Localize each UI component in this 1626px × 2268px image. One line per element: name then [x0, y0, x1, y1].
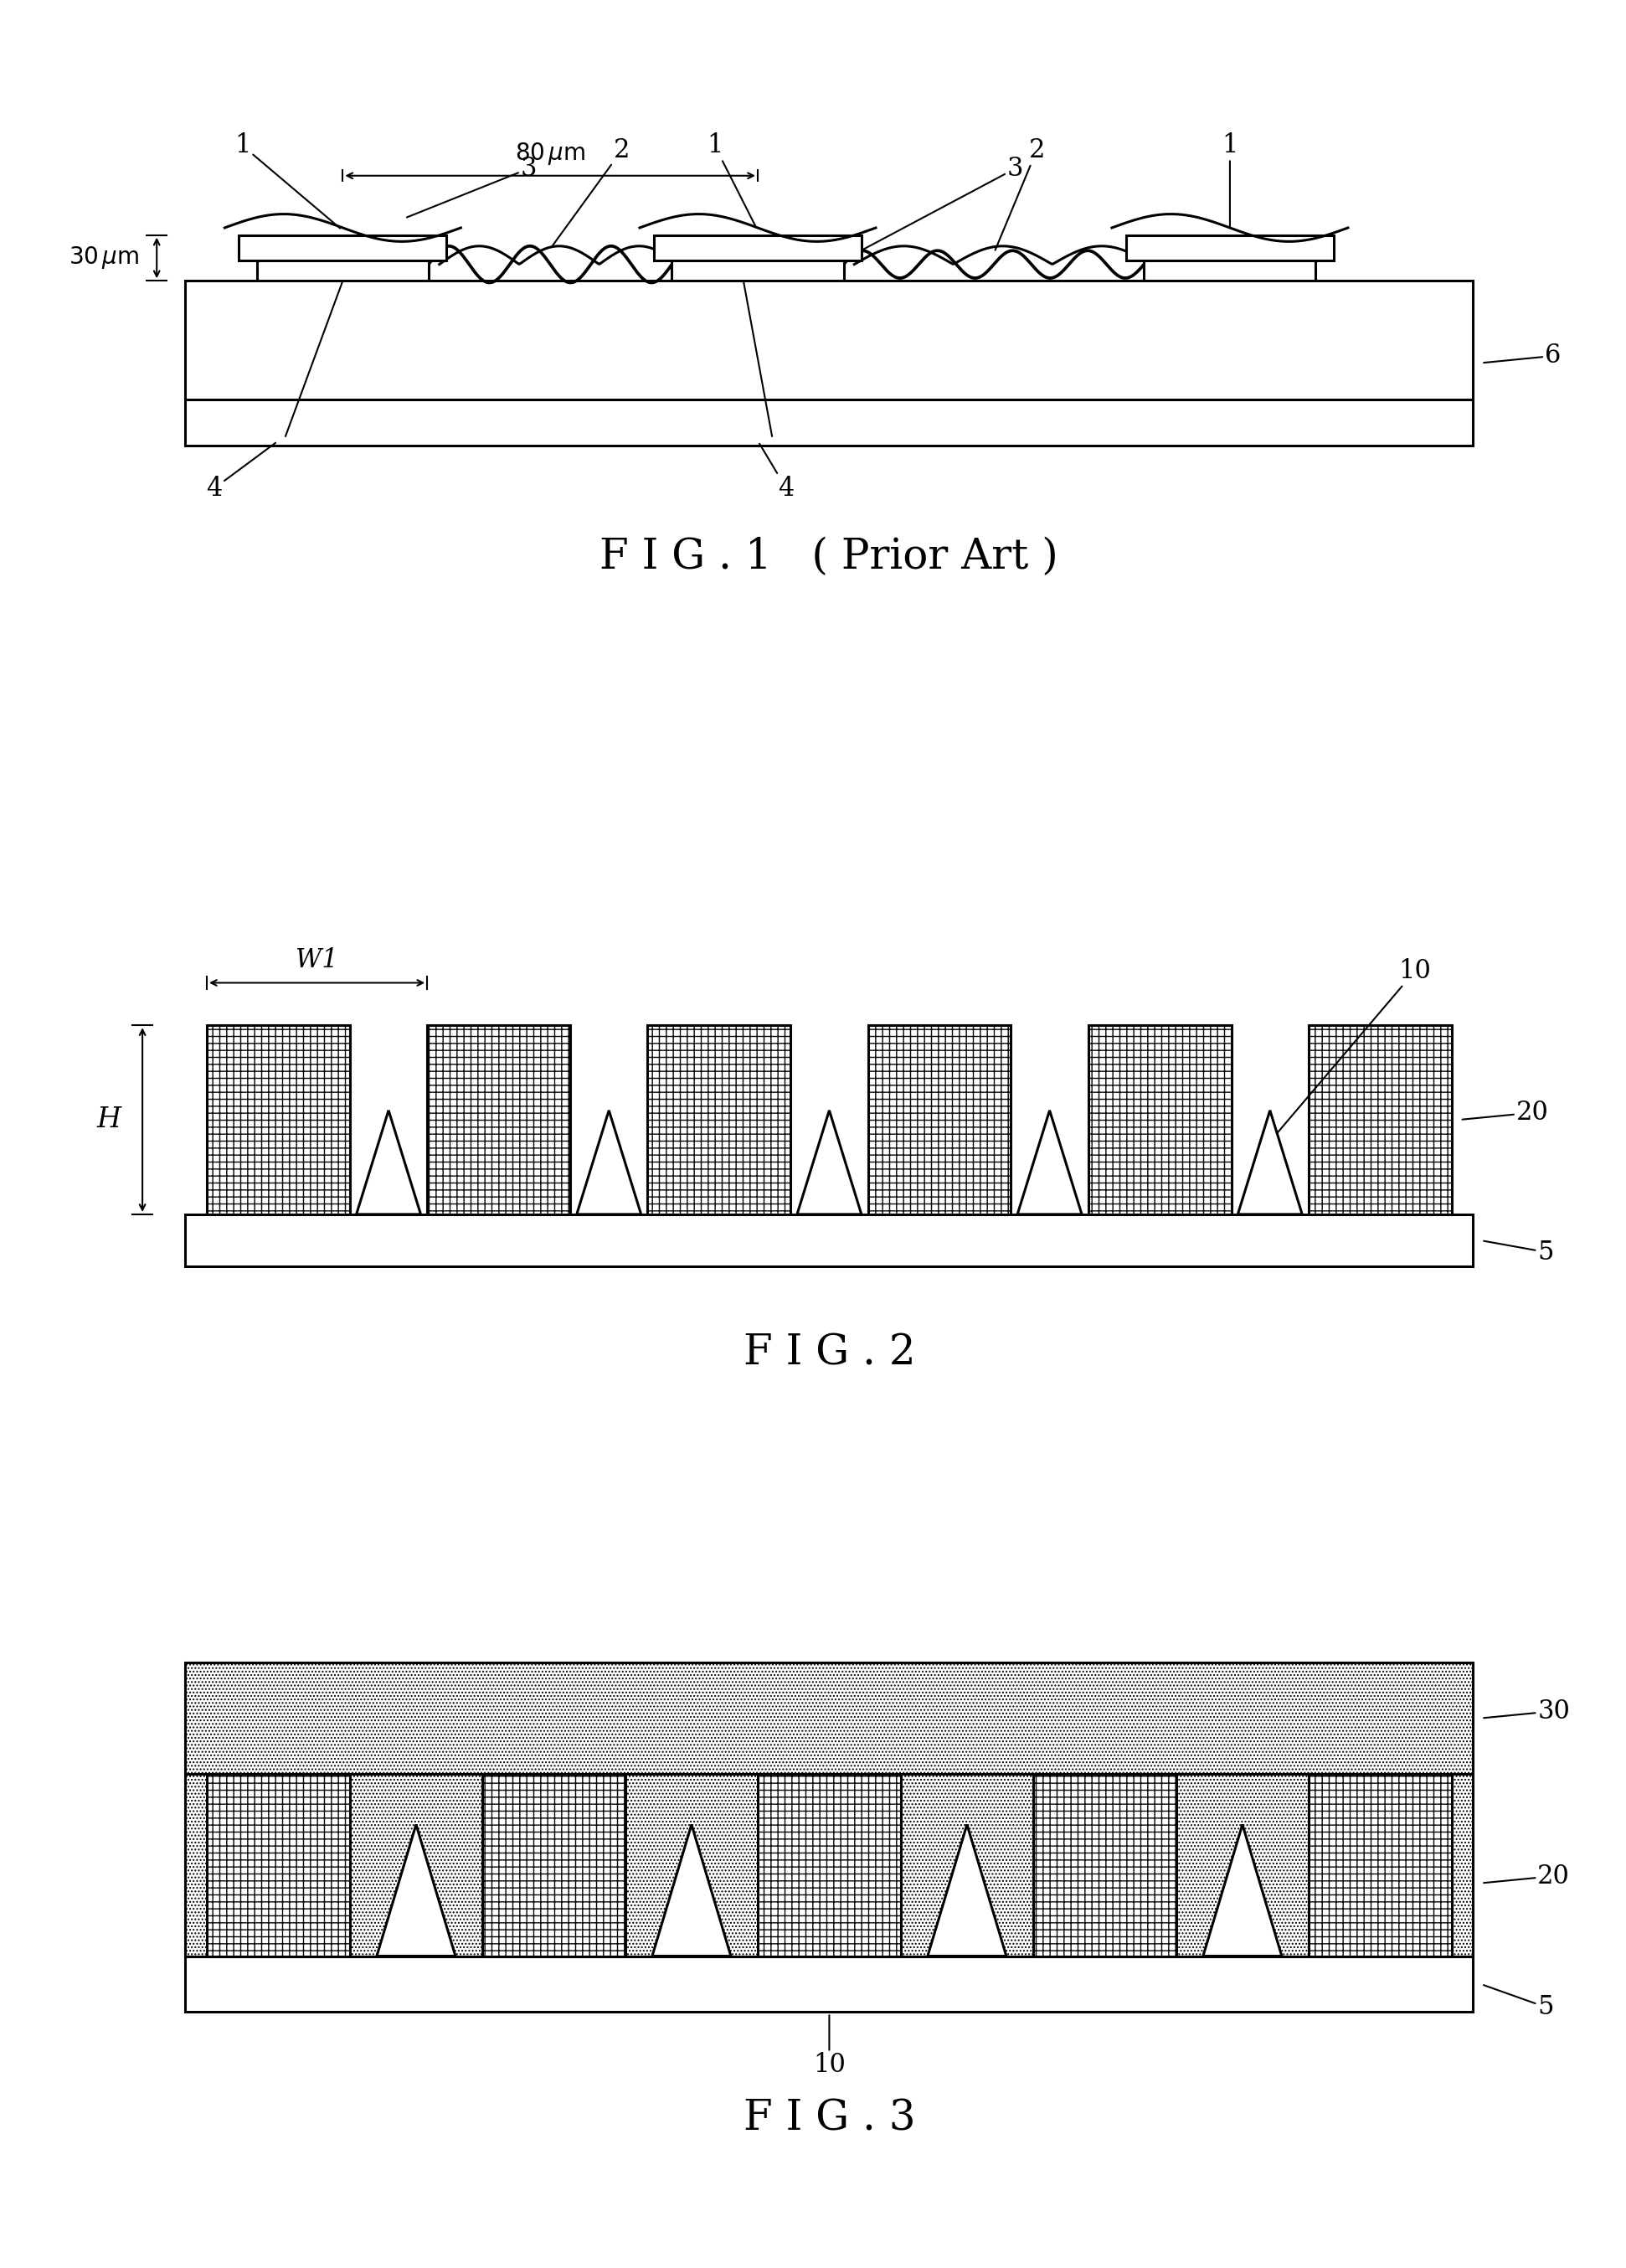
Bar	[239, 236, 447, 261]
Text: H: H	[96, 1107, 120, 1134]
Bar	[1309, 1774, 1452, 1955]
Bar	[868, 1025, 1011, 1213]
Bar	[185, 1955, 1473, 2012]
Text: 5: 5	[1485, 1238, 1554, 1266]
Bar	[647, 1025, 790, 1213]
Text: 10: 10	[1272, 957, 1431, 1139]
Polygon shape	[652, 1823, 732, 1955]
Bar	[672, 261, 844, 281]
Polygon shape	[797, 1111, 862, 1213]
Text: 5: 5	[1483, 1984, 1554, 2021]
Text: 4: 4	[759, 445, 795, 501]
Text: 6: 6	[1485, 342, 1561, 370]
Bar	[758, 1774, 901, 1955]
Text: F I G . 1   ( Prior Art ): F I G . 1 ( Prior Art )	[600, 538, 1059, 578]
Bar	[428, 1025, 571, 1213]
Bar	[483, 1774, 626, 1955]
Bar	[185, 1213, 1473, 1266]
Text: 20: 20	[1462, 1100, 1548, 1125]
Text: 2: 2	[995, 138, 1046, 249]
Text: F I G . 3: F I G . 3	[743, 2098, 915, 2139]
Text: 30: 30	[1485, 1699, 1571, 1724]
Text: F I G . 2: F I G . 2	[743, 1331, 915, 1374]
Text: 2: 2	[553, 138, 629, 245]
Bar	[257, 261, 429, 281]
Bar	[185, 281, 1473, 445]
Polygon shape	[356, 1111, 421, 1213]
Bar	[1145, 261, 1315, 281]
Text: 10: 10	[813, 2016, 846, 2077]
Bar	[1033, 1774, 1176, 1955]
Text: W1: W1	[296, 948, 338, 973]
Polygon shape	[1203, 1823, 1281, 1955]
Polygon shape	[377, 1823, 455, 1955]
Polygon shape	[1018, 1111, 1081, 1213]
Polygon shape	[927, 1823, 1006, 1955]
Text: $80\,\mu\mathrm{m}$: $80\,\mu\mathrm{m}$	[515, 141, 585, 166]
Text: 3: 3	[406, 156, 537, 218]
Text: 20: 20	[1485, 1862, 1571, 1889]
Polygon shape	[577, 1111, 641, 1213]
Bar	[185, 1774, 1473, 1955]
Text: 1: 1	[1221, 134, 1237, 227]
Text: $30\,\mu\mathrm{m}$: $30\,\mu\mathrm{m}$	[68, 245, 140, 270]
Text: 1: 1	[234, 134, 340, 229]
Bar	[1127, 236, 1333, 261]
Bar	[654, 236, 862, 261]
Bar	[207, 1025, 350, 1213]
Polygon shape	[1237, 1111, 1302, 1213]
Text: 3: 3	[850, 156, 1023, 256]
Bar	[1088, 1025, 1231, 1213]
Text: 4: 4	[207, 442, 275, 501]
Bar	[207, 1774, 350, 1955]
Text: 1: 1	[707, 134, 756, 227]
Bar	[185, 1662, 1473, 1774]
Bar	[1309, 1025, 1452, 1213]
